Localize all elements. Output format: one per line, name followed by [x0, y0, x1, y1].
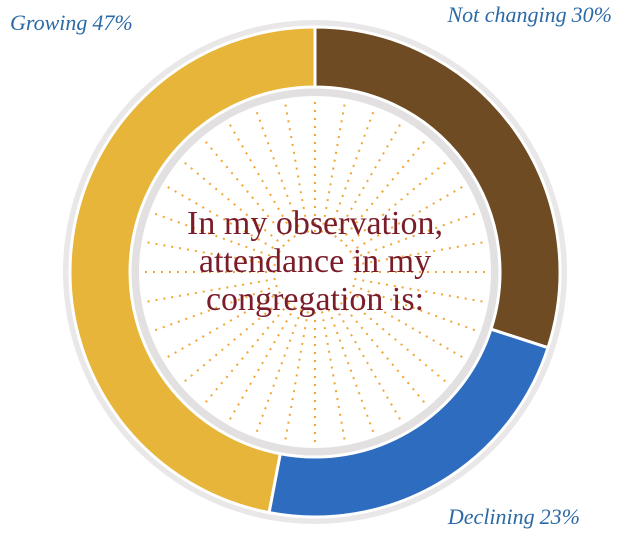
ray [344, 296, 448, 384]
ray [339, 139, 427, 243]
value-label: 30% [571, 2, 612, 27]
ray [165, 291, 281, 359]
ray [334, 122, 402, 238]
ray [203, 139, 291, 243]
center-disc [139, 96, 491, 448]
ray [182, 296, 286, 384]
ray [327, 309, 375, 434]
segment-label: Growing 47% [10, 10, 133, 35]
ray [354, 277, 485, 303]
segment-label: Declining 23% [447, 504, 580, 529]
ray [352, 284, 477, 332]
ray [228, 306, 296, 422]
ray [339, 301, 427, 405]
ray [344, 160, 448, 248]
ray [284, 311, 310, 442]
ray [334, 306, 402, 422]
donut-segment [68, 25, 317, 515]
decor-rays [143, 100, 487, 444]
ray [320, 311, 346, 442]
ray [352, 212, 477, 260]
ray [228, 122, 296, 238]
chart-title: In my observation, attendance in my cong… [187, 205, 443, 318]
ray [153, 284, 278, 332]
category-name: Growing [10, 10, 87, 35]
category-name: Not changing [447, 2, 567, 27]
ray [145, 277, 276, 303]
category-name: Declining [447, 504, 535, 529]
ray [165, 185, 281, 253]
ray [255, 110, 303, 235]
value-label: 23% [540, 504, 580, 529]
value-label: 47% [92, 10, 132, 35]
ray [354, 241, 485, 267]
segments [68, 25, 562, 519]
donut-segment [313, 25, 562, 350]
ray [255, 309, 303, 434]
ray [203, 301, 291, 405]
ray [182, 160, 286, 248]
ray [284, 102, 310, 233]
ray [153, 212, 278, 260]
ray [327, 110, 375, 235]
segment-label: Not changing 30% [447, 2, 613, 27]
donut-segment [267, 327, 550, 519]
ray [349, 185, 465, 253]
ray [145, 241, 276, 267]
ray [320, 102, 346, 233]
ray [349, 291, 465, 359]
labels: Growing 47% Not changing 30% Declining 23% [10, 2, 612, 529]
